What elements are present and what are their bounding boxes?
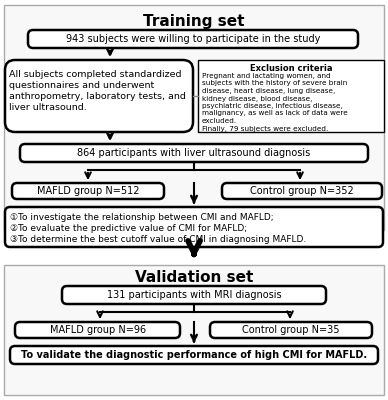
Text: MAFLD group N=512: MAFLD group N=512 [37,186,139,196]
Text: Exclusion criteria: Exclusion criteria [250,64,332,73]
Text: Control group N=352: Control group N=352 [250,186,354,196]
FancyBboxPatch shape [28,30,358,48]
Bar [4,265,384,395]
FancyBboxPatch shape [5,207,383,247]
Text: All subjects completed standardized
questionnaires and underwent
anthropometry, : All subjects completed standardized ques… [9,70,186,112]
FancyBboxPatch shape [10,346,378,364]
Text: ①To investigate the relationship between CMI and MAFLD;
②To evaluate the predict: ①To investigate the relationship between… [10,213,306,244]
FancyBboxPatch shape [20,144,368,162]
Text: Pregnant and lactating women, and
subjects with the history of severe brain
dise: Pregnant and lactating women, and subjec… [202,73,348,132]
Text: MAFLD group N=96: MAFLD group N=96 [50,325,146,335]
FancyBboxPatch shape [12,183,164,199]
Bar [4,5,384,230]
FancyBboxPatch shape [15,322,180,338]
FancyBboxPatch shape [222,183,382,199]
Text: Control group N=35: Control group N=35 [242,325,340,335]
FancyBboxPatch shape [210,322,372,338]
Text: 943 subjects were willing to participate in the study: 943 subjects were willing to participate… [66,34,320,44]
Text: To validate the diagnostic performance of high CMI for MAFLD.: To validate the diagnostic performance o… [21,350,367,360]
FancyBboxPatch shape [62,286,326,304]
Text: 864 participants with liver ultrasound diagnosis: 864 participants with liver ultrasound d… [77,148,311,158]
FancyBboxPatch shape [5,60,193,132]
Bar [198,60,384,132]
Text: Training set: Training set [143,14,245,29]
Text: 131 participants with MRI diagnosis: 131 participants with MRI diagnosis [107,290,281,300]
Text: Validation set: Validation set [135,270,253,285]
